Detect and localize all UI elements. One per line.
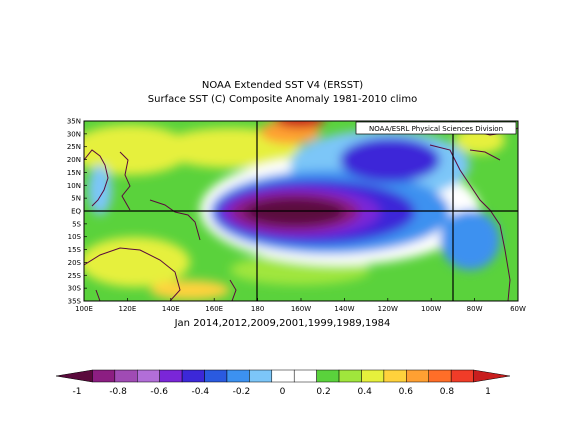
colorbar-swatch xyxy=(293,369,317,383)
colorbar-swatch xyxy=(450,369,474,383)
lon-label: 180 xyxy=(251,305,264,313)
lon-label: 60W xyxy=(510,305,526,313)
colorbar-tick-label: -0.6 xyxy=(150,387,168,397)
colorbar-swatch xyxy=(406,369,429,383)
colorbar-tick-label: 0.2 xyxy=(316,387,330,397)
colorbar-tick-label: -0.8 xyxy=(109,387,127,397)
colorbar-swatch xyxy=(204,369,228,383)
lat-label: 25N xyxy=(67,143,81,151)
colorbar-swatch xyxy=(159,369,183,383)
colorbar-tick-label: 0.4 xyxy=(358,387,373,397)
colorbar-swatch xyxy=(338,369,362,383)
colorbar-swatch xyxy=(137,369,160,383)
colorbar-swatch xyxy=(361,369,385,383)
lon-label: 160W xyxy=(291,305,311,313)
map-title: NOAA Extended SST V4 (ERSST) xyxy=(201,80,364,91)
lon-label: 120E xyxy=(119,305,137,313)
lat-label: 35N xyxy=(67,118,81,126)
lat-label: 20S xyxy=(68,259,82,267)
lat-label: 30N xyxy=(67,130,81,138)
colorbar-swatch xyxy=(114,369,138,383)
lon-label: 80W xyxy=(467,305,483,313)
colorbar-swatch xyxy=(226,369,250,383)
lon-label: 100W xyxy=(421,305,441,313)
colorbar-swatch xyxy=(473,369,511,383)
new-zealand xyxy=(229,279,237,301)
colorbar-tick-label: 0.6 xyxy=(399,387,414,397)
lat-label: 10N xyxy=(67,182,81,190)
lon-label: 140W xyxy=(334,305,354,313)
colorbar-tick-label: -1 xyxy=(73,387,82,397)
credit-text: NOAA/ESRL Physical Sciences Division xyxy=(369,125,503,133)
south-china-coast xyxy=(119,151,131,211)
colorbar-swatch xyxy=(383,369,407,383)
anomaly-field xyxy=(84,121,518,301)
credit-box xyxy=(355,121,517,135)
indonesia-islands xyxy=(149,199,201,241)
colorbar-tick-label: 1 xyxy=(485,387,491,397)
colorbar-tick-label: 0.8 xyxy=(440,387,455,397)
colorbar-swatch xyxy=(428,369,452,383)
lat-label: 5S xyxy=(72,220,81,228)
colorbar-tick-label: -0.2 xyxy=(233,387,251,397)
coastlines xyxy=(84,121,518,301)
lon-label: 140E xyxy=(162,305,180,313)
reference-lines xyxy=(84,121,518,301)
lon-label: 100E xyxy=(75,305,93,313)
lat-label: 5N xyxy=(71,195,81,203)
period-label: Jan 2014,2012,2009,2001,1999,1989,1984 xyxy=(174,318,391,329)
lat-label: 30S xyxy=(68,285,82,293)
americas-coast xyxy=(429,144,511,301)
colorbar-swatch xyxy=(316,369,340,383)
colorbar-swatch xyxy=(181,369,205,383)
latitude-labels: 35N 30N 25N 20N 15N 10N 5N EQ 5S 10S 15S 20S 25S 30S 3… xyxy=(67,118,87,306)
lon-label: 120W xyxy=(378,305,398,313)
lat-label: 20N xyxy=(67,156,81,164)
lat-label: 15N xyxy=(67,169,81,177)
colorbar-labels: -1 -0.8 -0.6 -0.4 -0.2 0 0.2 0.4 0.6 0.8 1 xyxy=(73,387,491,397)
colorbar xyxy=(55,369,511,383)
lat-label: EQ xyxy=(71,208,81,216)
colorbar-swatch xyxy=(55,369,93,383)
australia-coast xyxy=(84,247,181,301)
colorbar-tick-label: -0.4 xyxy=(192,387,210,397)
lat-label: 10S xyxy=(68,233,82,241)
lat-label: 25S xyxy=(68,272,82,280)
lon-label: 160E xyxy=(205,305,223,313)
colorbar-swatch xyxy=(249,369,273,383)
longitude-labels: 100E 120E 140E 160E 180 160W 140W 120W 100W 80W 60… xyxy=(75,298,526,313)
map-subtitle: Surface SST (C) Composite Anomaly 1981-2… xyxy=(147,94,418,105)
caribbean-islands xyxy=(469,149,501,161)
lat-label: 15S xyxy=(68,246,82,254)
asia-coast xyxy=(84,149,109,207)
lat-label: 35S xyxy=(68,298,82,306)
colorbar-swatch xyxy=(92,369,116,383)
colorbar-swatch xyxy=(271,369,295,383)
colorbar-tick-label: 0 xyxy=(280,387,286,397)
